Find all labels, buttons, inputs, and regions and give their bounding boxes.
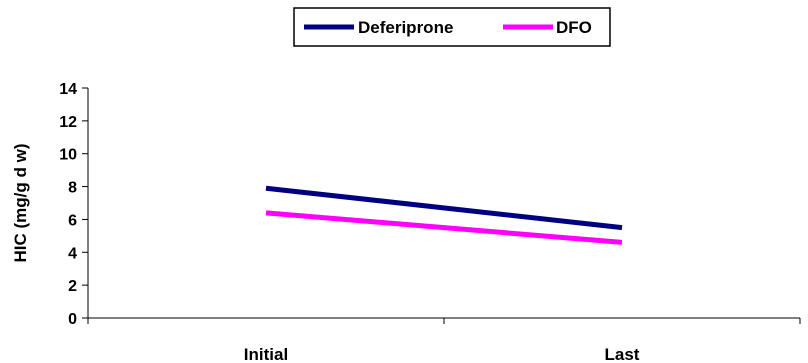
x-tick-label-initial: Initial	[244, 345, 288, 363]
y-tick-label: 14	[59, 81, 77, 98]
x-tick-label-last: Last	[605, 345, 640, 363]
y-ticks: 0 2 4 6 8 10 12 14	[59, 81, 88, 328]
series-line-dfo	[265, 210, 623, 245]
x-ticks: Initial Last	[87, 318, 801, 363]
y-axis-title: HIC (mg/g d w)	[11, 144, 30, 263]
series-line-deferiprone	[265, 185, 623, 231]
legend: Deferiprone DFO	[293, 7, 611, 47]
y-tick-label: 6	[68, 212, 77, 229]
series-lines	[265, 185, 623, 245]
y-tick-label: 4	[68, 245, 77, 262]
y-tick-label: 10	[59, 147, 77, 164]
y-tick-label: 2	[68, 278, 77, 295]
y-tick-label: 12	[59, 114, 77, 131]
y-tick-label: 8	[68, 180, 77, 197]
legend-label-dfo: DFO	[556, 18, 592, 37]
legend-label-deferiprone: Deferiprone	[358, 18, 453, 37]
y-tick-label: 0	[68, 311, 77, 328]
